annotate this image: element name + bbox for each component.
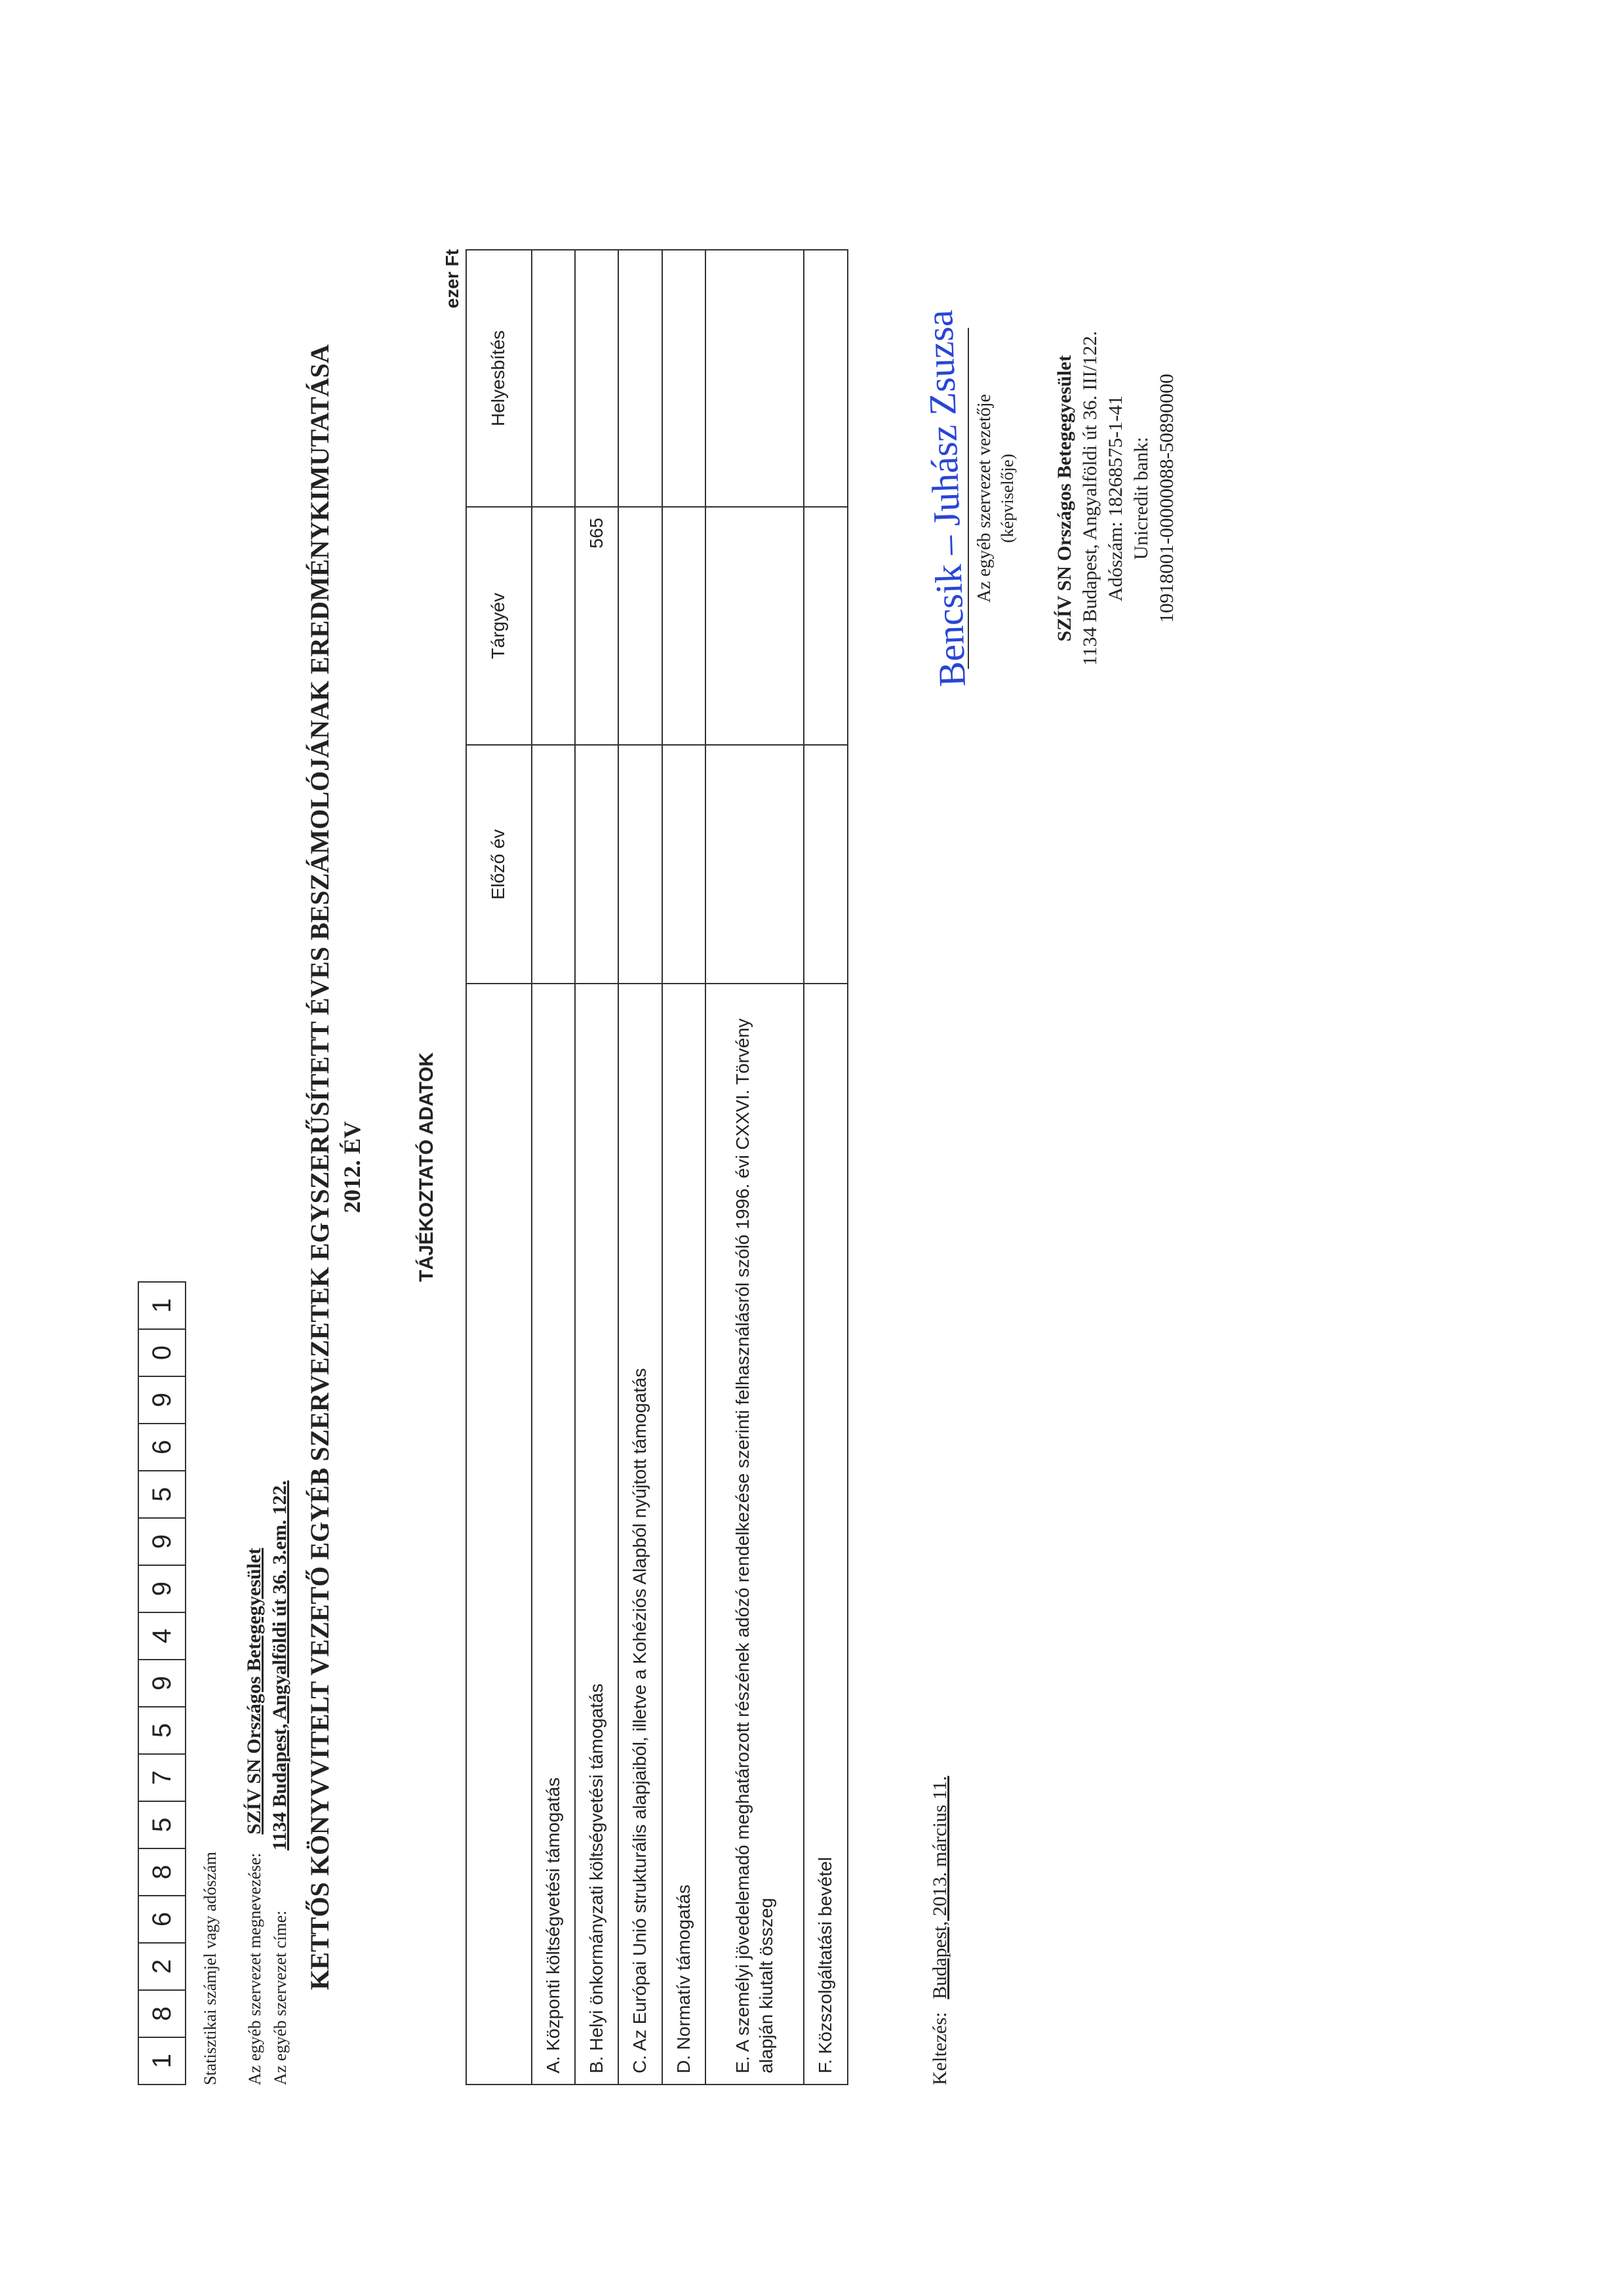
row-corr	[575, 250, 618, 507]
stat-digit: 7	[138, 1753, 186, 1802]
stat-digit: 8	[138, 1989, 186, 2038]
info-table: Előző év Tárgyév Helyesbítés A. Központi…	[465, 249, 848, 2085]
table-row: A. Központi költségvetési támogatás	[532, 250, 575, 2085]
row-prev	[804, 745, 847, 984]
row-label: C. Az Európai Unió strukturális alapjaib…	[618, 984, 662, 2085]
stat-digit: 9	[138, 1659, 186, 1707]
row-label: F. Közszolgáltatási bevétel	[804, 984, 847, 2085]
stamp-line-1: SZÍV SN Országos Betegegyesület	[1052, 249, 1077, 748]
col-desc	[466, 984, 532, 2085]
org-address-label: Az egyéb szervezet címe:	[269, 1869, 292, 2085]
row-label: D. Normatív támogatás	[662, 984, 705, 2085]
row-prev	[532, 745, 575, 984]
signature-handwriting: Bencsik – Juhász Zsuzsa	[918, 249, 973, 748]
stat-digit: 0	[138, 1328, 186, 1377]
stat-digit: 9	[138, 1376, 186, 1424]
stat-digit: 8	[138, 1848, 186, 1896]
org-stamp: SZÍV SN Országos Betegegyesület 1134 Bud…	[1052, 249, 1179, 748]
row-prev	[575, 745, 618, 984]
stat-digit: 9	[138, 1565, 186, 1613]
row-corr	[705, 250, 804, 507]
org-name-value: SZÍV SN Országos Betegegyesület	[241, 1548, 267, 1835]
stamp-line-4: Unicredit bank:	[1128, 249, 1154, 748]
doc-title-line1: KETTŐS KÖNYVVITELT VEZETŐ EGYÉB SZERVEZE…	[303, 249, 337, 2085]
table-row: E. A személyi jövedelemadó meghatározott…	[705, 250, 804, 2085]
doc-title-year: 2012. ÉV	[337, 249, 368, 2085]
col-curr-year: Tárgyév	[466, 507, 532, 746]
stat-digit: 5	[138, 1706, 186, 1755]
col-prev-year: Előző év	[466, 745, 532, 984]
stat-digit: 1	[138, 1281, 186, 1330]
row-curr	[662, 507, 705, 746]
row-curr	[705, 507, 804, 746]
stat-digit: 5	[138, 1470, 186, 1519]
table-header-row: Előző év Tárgyév Helyesbítés	[466, 250, 532, 2085]
row-label: B. Helyi önkormányzati költségvetési tám…	[575, 984, 618, 2085]
dating-line: Keltezés: Budapest, 2013. március 11.	[927, 1768, 953, 2085]
stat-number-label: Statisztikai számjel vagy adószám	[199, 249, 222, 2085]
org-address-value: 1134 Budapest, Angyalföldi út 36. 3.em. …	[267, 1481, 292, 1850]
row-prev	[705, 745, 804, 984]
row-corr	[662, 250, 705, 507]
dating-label: Keltezés:	[929, 2012, 951, 2085]
signature-caption-2: (képviselője)	[997, 249, 1019, 748]
stamp-line-3: Adószám: 18268575-1-41	[1103, 249, 1128, 748]
section-subtitle: TÁJÉKOZTATÓ ADATOK	[414, 249, 439, 2085]
row-label: A. Központi költségvetési támogatás	[532, 984, 575, 2085]
unit-label: ezer Ft	[441, 249, 464, 308]
stat-digit: 9	[138, 1517, 186, 1566]
signature-caption-1: Az egyéb szervezet vezetője	[973, 249, 997, 748]
signature-block: Bencsik – Juhász Zsuzsa Az egyéb szervez…	[927, 249, 1019, 748]
row-corr	[804, 250, 847, 507]
table-row: D. Normatív támogatás	[662, 250, 705, 2085]
row-prev	[618, 745, 662, 984]
table-row: B. Helyi önkormányzati költségvetési tám…	[575, 250, 618, 2085]
stat-digit: 2	[138, 1942, 186, 1991]
row-label: E. A személyi jövedelemadó meghatározott…	[705, 984, 804, 2085]
table-row: F. Közszolgáltatási bevétel	[804, 250, 847, 2085]
stat-digit: 6	[138, 1895, 186, 1944]
dating-value: Budapest, 2013. március 11.	[929, 1768, 951, 2007]
row-corr	[618, 250, 662, 507]
stat-digit: 5	[138, 1801, 186, 1849]
stat-digit: 1	[138, 2037, 186, 2085]
stamp-line-5: 10918001-00000088-50890000	[1154, 249, 1179, 748]
stat-number-row: 18268575949956901	[138, 249, 186, 2085]
row-curr	[532, 507, 575, 746]
row-curr	[618, 507, 662, 746]
stamp-line-2: 1134 Budapest, Angyalföldi út 36. III/12…	[1077, 249, 1103, 748]
table-row: C. Az Európai Unió strukturális alapjaib…	[618, 250, 662, 2085]
row-curr: 565	[575, 507, 618, 746]
stat-digit: 4	[138, 1612, 186, 1660]
stat-digit: 6	[138, 1423, 186, 1471]
org-name-label: Az egyéb szervezet megnevezése:	[244, 1853, 266, 2085]
row-curr	[804, 507, 847, 746]
row-prev	[662, 745, 705, 984]
row-corr	[532, 250, 575, 507]
col-correction: Helyesbítés	[466, 250, 532, 507]
